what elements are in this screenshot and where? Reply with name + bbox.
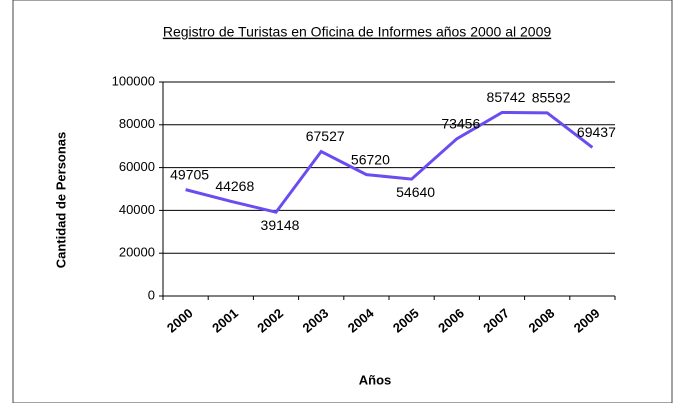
data-label: 39148 — [261, 217, 300, 233]
data-label: 54640 — [396, 184, 435, 200]
data-label: 67527 — [306, 128, 345, 144]
chart-title: Registro de Turistas en Oficina de Infor… — [163, 24, 552, 40]
data-label: 69437 — [577, 124, 616, 140]
data-label: 85742 — [487, 89, 526, 105]
chart-frame — [12, 0, 673, 403]
x-axis-label: Años — [359, 372, 392, 387]
data-label: 56720 — [351, 151, 390, 167]
data-label: 49705 — [170, 166, 209, 182]
data-line — [185, 111, 594, 214]
data-label: 73456 — [441, 116, 480, 132]
data-label: 44268 — [215, 178, 254, 194]
y-tick-label: 20000 — [119, 245, 155, 260]
y-tick-label: 100000 — [112, 73, 155, 88]
y-tick-label: 40000 — [119, 202, 155, 217]
data-label: 85592 — [532, 90, 571, 106]
y-tick-label: 80000 — [119, 116, 155, 131]
y-axis-label: Cantidad de Personas — [53, 132, 68, 269]
y-tick-label: 60000 — [119, 159, 155, 174]
y-tick-label: 0 — [148, 287, 155, 302]
